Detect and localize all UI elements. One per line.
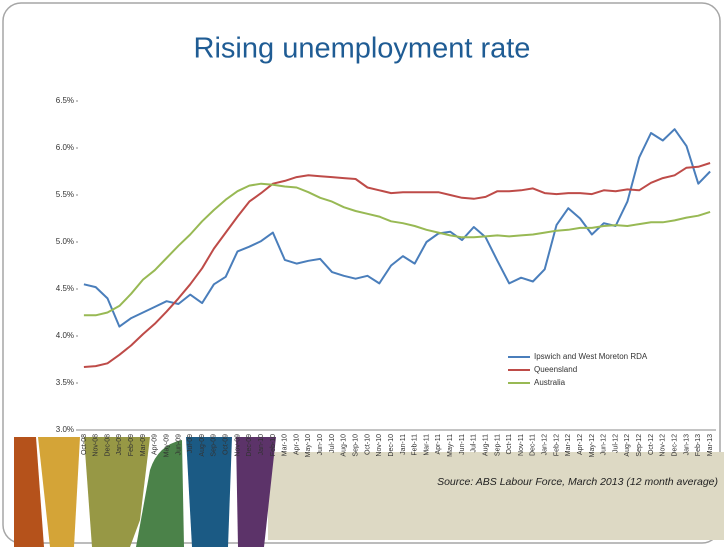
x-tick-label: May-11 (447, 434, 454, 457)
x-tick-label: Feb-11 (412, 434, 419, 456)
y-tick-label: 4.0% (56, 331, 74, 340)
x-tick-label: Jan-10 (258, 434, 265, 456)
x-tick-label: Nov-08 (93, 434, 100, 457)
x-tick-label: Jun-11 (459, 434, 466, 455)
x-tick-label: Oct-08 (81, 434, 88, 455)
x-tick-label: Aug-11 (482, 434, 489, 456)
x-tick-label: May-12 (589, 434, 596, 457)
x-tick-label: Apr-10 (293, 434, 300, 455)
x-tick-label: Apr-11 (435, 434, 442, 455)
x-tick-label: Jun-10 (317, 434, 324, 456)
x-tick-label: Nov-12 (660, 434, 667, 457)
x-tick-label: Jul-09 (187, 434, 194, 453)
series-line (83, 128, 711, 328)
x-tick-label: Oct-11 (506, 434, 513, 455)
x-tick-label: Jul-10 (329, 434, 336, 453)
x-tick-label: Sep-11 (494, 434, 501, 456)
x-tick-label: Jul-12 (612, 434, 619, 453)
deco-shape (84, 437, 150, 547)
x-tick-label: Sep-12 (636, 434, 643, 457)
x-tick-label: Jan-09 (116, 434, 123, 456)
x-tick-label: Dec-11 (530, 434, 537, 456)
x-tick-label: Mar-11 (423, 434, 430, 456)
x-tick-label: Sep-09 (211, 434, 218, 457)
y-tick-label: 4.5% (56, 284, 74, 293)
x-tick-label: Dec-12 (671, 434, 678, 457)
series-line (83, 162, 711, 368)
y-tick-label: 5.5% (56, 190, 74, 199)
x-tick-label: Dec-08 (104, 434, 111, 457)
x-tick-label: Dec-10 (388, 434, 395, 457)
x-tick-label: Oct-12 (648, 434, 655, 455)
footer-band (268, 452, 724, 540)
x-tick-label: Oct-10 (364, 434, 371, 455)
deco-shape (186, 437, 232, 547)
deco-shape (136, 440, 184, 547)
x-tick-label: Mar-10 (282, 434, 289, 456)
deco-shape (14, 437, 44, 547)
x-tick-label: Sep-10 (352, 434, 359, 457)
footer-decoration (14, 437, 276, 547)
x-tick-label: Dec-09 (246, 434, 253, 457)
y-tick-label: 5.0% (56, 237, 74, 246)
x-tick-label: Jun-12 (601, 434, 608, 456)
x-tick-label: Mar-12 (565, 434, 572, 456)
x-tick-label: Nov-11 (518, 434, 525, 456)
x-tick-label: Feb-10 (270, 434, 277, 456)
x-tick-label: Feb-12 (553, 434, 560, 456)
x-tick-label: Feb-09 (128, 434, 135, 456)
chart-title: Rising unemployment rate (194, 33, 531, 65)
deco-shape (236, 437, 276, 547)
x-tick-label: Oct-09 (223, 434, 230, 455)
x-tick-label: Nov-10 (376, 434, 383, 457)
legend-label: Australia (534, 378, 566, 387)
x-tick-label: Nov-09 (234, 434, 241, 457)
y-tick-label: 3.0% (56, 425, 74, 434)
x-tick-label: Apr-09 (152, 434, 159, 455)
x-tick-label: Jun-09 (175, 434, 182, 456)
y-tick-label: 6.5% (56, 96, 74, 105)
x-tick-label: Aug-09 (199, 434, 206, 457)
x-tick-label: Jan-13 (683, 434, 690, 456)
deco-shape (38, 437, 80, 547)
legend-label: Queensland (534, 365, 577, 374)
x-tick-label: Mar-09 (140, 434, 147, 456)
y-tick-label: 6.0% (56, 143, 74, 152)
source-note: Source: ABS Labour Force, March 2013 (12… (437, 476, 718, 488)
x-tick-label: Jan-12 (542, 434, 549, 456)
x-tick-label: Jan-11 (400, 434, 407, 455)
series-line (83, 182, 711, 317)
x-tick-label: Mar-13 (707, 434, 714, 456)
x-tick-label: May-09 (163, 434, 170, 457)
x-tick-label: May-10 (305, 434, 312, 457)
y-tick-label: 3.5% (56, 378, 74, 387)
x-tick-label: Apr-12 (577, 434, 584, 455)
legend-label: Ipswich and West Moreton RDA (534, 352, 648, 361)
x-tick-label: Aug-10 (341, 434, 348, 457)
x-tick-label: Jul-11 (471, 434, 478, 453)
x-tick-label: Feb-13 (695, 434, 702, 456)
x-tick-label: Aug-12 (624, 434, 631, 457)
